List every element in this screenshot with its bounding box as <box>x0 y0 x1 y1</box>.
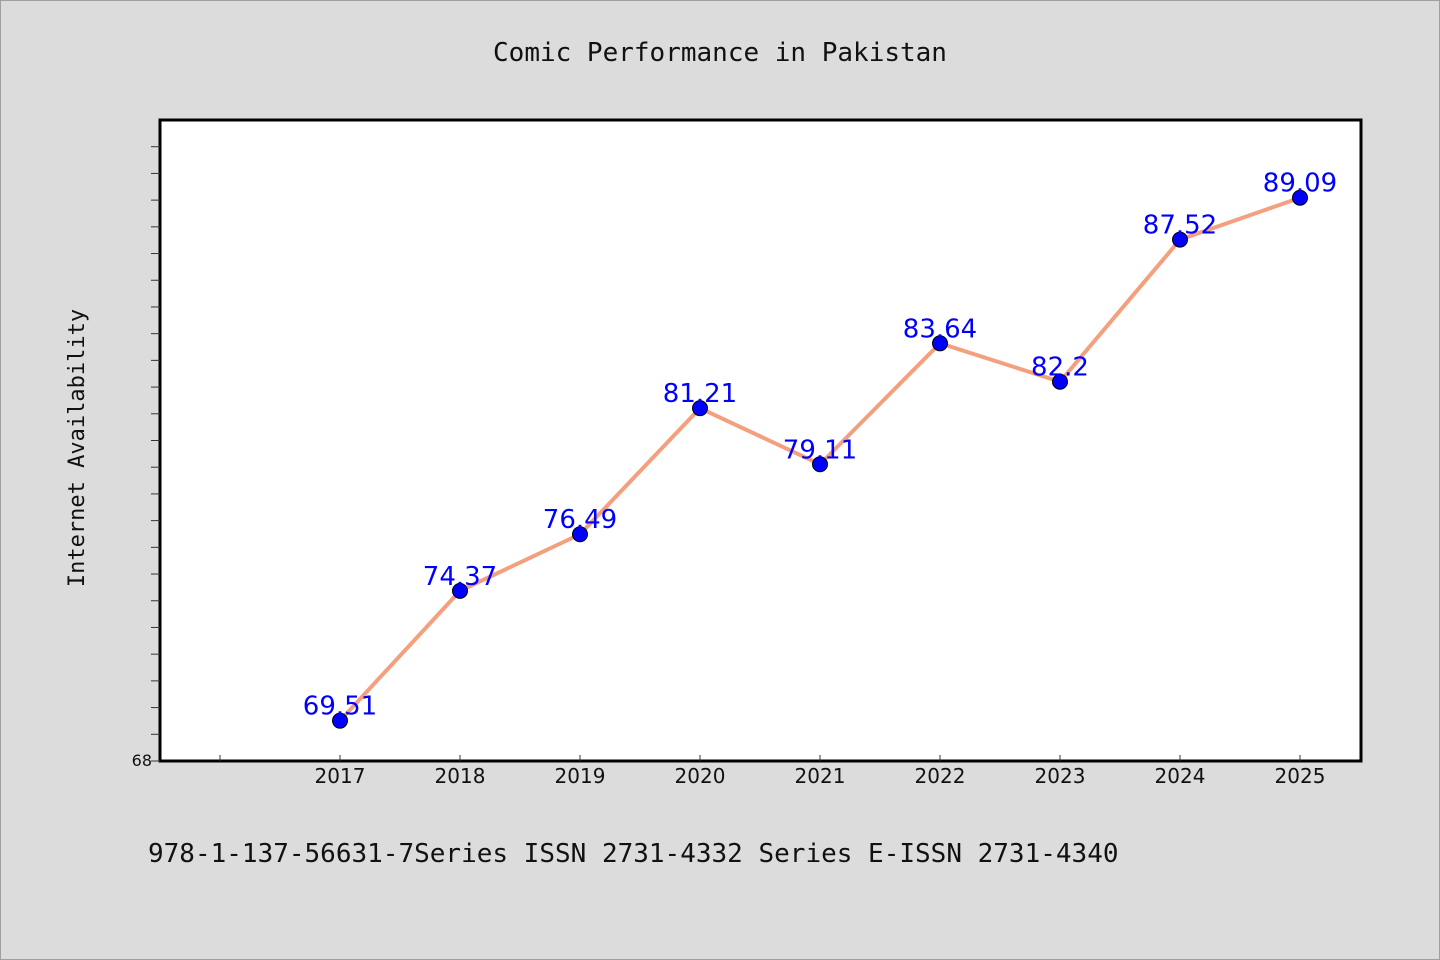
x-tick-label: 2023 <box>1035 764 1086 788</box>
data-point <box>1292 189 1308 206</box>
x-tick-label: 2019 <box>555 764 606 788</box>
x-tick-label: 2024 <box>1155 764 1206 788</box>
data-point <box>1052 373 1068 390</box>
y-axis-ticks <box>151 146 160 762</box>
x-tick-label: 2021 <box>795 764 846 788</box>
y-axis-label: Internet Availability <box>65 309 90 587</box>
x-axis-ticks: 2017 2018 2019 2020 2021 2022 2023 2024 2025 <box>219 755 1326 788</box>
data-point <box>572 526 588 543</box>
x-tick-label: 2020 <box>675 764 726 788</box>
data-label: 69.51 <box>303 692 377 722</box>
data-label: 89.09 <box>1263 169 1337 199</box>
y-min-tick-label: 68 <box>132 751 152 770</box>
data-label: 76.49 <box>543 505 617 535</box>
data-label: 79.11 <box>783 435 857 465</box>
data-point <box>932 335 948 352</box>
data-point <box>812 456 828 473</box>
x-tick-label: 2025 <box>1275 764 1326 788</box>
data-label: 74.37 <box>423 562 497 592</box>
data-point <box>692 400 708 417</box>
chart-title: Comic Performance in Pakistan <box>493 38 947 68</box>
data-point <box>1172 231 1188 248</box>
data-label: 87.52 <box>1143 211 1217 241</box>
data-label: 82.2 <box>1031 353 1089 383</box>
x-tick-label: 2017 <box>315 764 366 788</box>
data-point <box>452 582 468 599</box>
plot-area <box>158 118 1363 763</box>
x-tick-label: 2022 <box>915 764 966 788</box>
data-label: 81.21 <box>663 379 737 409</box>
x-tick-label: 2018 <box>435 764 486 788</box>
series-group: 69.51 74.37 76.49 81.21 79.11 83.64 82.2 87.52 8… <box>303 169 1337 729</box>
data-label: 83.64 <box>903 314 977 344</box>
data-point <box>332 712 348 729</box>
footnote-text: 978-1-137-56631-7Series ISSN 2731-4332 S… <box>148 839 1119 869</box>
